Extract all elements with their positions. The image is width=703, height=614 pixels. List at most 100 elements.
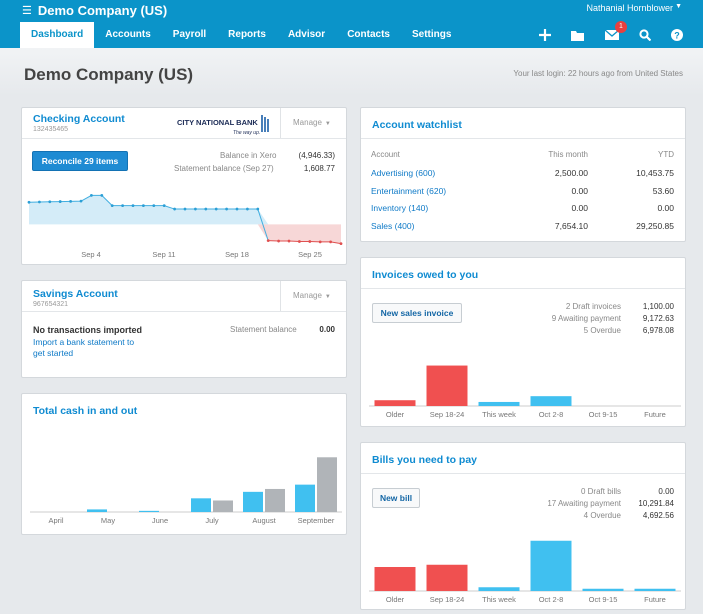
app-title: Demo Company (US): [37, 2, 168, 18]
org-switcher[interactable]: ☰ Demo Company (US): [22, 0, 167, 20]
watchlist-row-link[interactable]: Inventory (140): [371, 203, 429, 213]
chart-bar: [243, 491, 263, 512]
balance-point: [100, 193, 104, 197]
x-tick-label: This week: [482, 410, 516, 419]
watchlist-month-value: 2,500.00: [554, 168, 588, 178]
x-tick-label: Sep 18-24: [430, 595, 465, 604]
cash-in-out-chart: April May June July August September: [30, 457, 342, 525]
user-menu[interactable]: Nathanial Hornblower ▼: [586, 3, 682, 13]
chart-bar: [582, 588, 624, 591]
reconcile-button[interactable]: Reconcile 29 items: [32, 151, 128, 171]
caret-down-icon: ▼: [324, 121, 331, 127]
watchlist-row-link[interactable]: Sales (400): [371, 221, 415, 231]
invoices-title[interactable]: Invoices owed to you: [372, 269, 479, 281]
statement-balance-label: Statement balance: [230, 325, 297, 334]
chart-bar: [530, 396, 572, 406]
nav-payroll[interactable]: Payroll: [172, 29, 207, 40]
x-tick-label: Sep 11: [152, 250, 176, 259]
chart-bar: [478, 401, 520, 406]
watchlist-month-value: 0.00: [571, 203, 588, 213]
folder-icon[interactable]: [571, 30, 585, 41]
page-title: Demo Company (US): [24, 65, 194, 84]
notification-badge: 1: [615, 21, 627, 33]
page-header: Demo Company (US) Your last login: 22 ho…: [0, 48, 703, 96]
balance-point: [162, 204, 166, 208]
account-number: 967654321: [33, 301, 69, 308]
negative-balance-area: [257, 224, 341, 244]
new-sales-invoice-button[interactable]: New sales invoice: [372, 303, 462, 323]
x-tick-label: Older: [386, 410, 405, 419]
balance-point: [48, 200, 52, 204]
nav-advisor[interactable]: Advisor: [287, 29, 326, 40]
chart-bar: [191, 498, 211, 512]
x-tick-label: April: [48, 516, 63, 525]
manage-dropdown[interactable]: Manage ▼: [280, 281, 346, 311]
menu-icon[interactable]: ☰: [22, 4, 32, 17]
balance-point: [246, 207, 249, 211]
bill-stat-label: 17 Awaiting payment: [547, 499, 621, 508]
add-icon[interactable]: [539, 29, 551, 41]
bill-stat-label: 4 Overdue: [583, 511, 621, 520]
checking-account-panel: Checking Account 132435465 CITY NATIONAL…: [21, 107, 347, 265]
chart-bar: [317, 457, 337, 512]
top-bar: ☰ Demo Company (US) Nathanial Hornblower…: [0, 0, 703, 48]
total-cash-title: Total cash in and out: [33, 405, 138, 417]
col-header-this-month: This month: [548, 150, 588, 159]
watchlist-row-link[interactable]: Entertainment (620): [371, 186, 447, 196]
bills-title[interactable]: Bills you need to pay: [372, 454, 478, 466]
mail-icon[interactable]: 1: [605, 21, 627, 40]
balance-point: [173, 207, 177, 211]
watchlist-month-value: 0.00: [571, 186, 588, 196]
divider: [22, 311, 346, 312]
balance-point: [277, 239, 280, 243]
x-tick-label: Sep 18-24: [430, 410, 465, 419]
balance-point: [339, 242, 343, 245]
checking-account-title[interactable]: Checking Account: [33, 113, 125, 125]
last-login: Your last login: 22 hours ago from Unite…: [513, 69, 683, 78]
chart-bar: [374, 567, 416, 591]
nav-dashboard[interactable]: Dashboard: [20, 22, 95, 48]
search-icon[interactable]: [639, 29, 651, 41]
divider: [22, 138, 346, 139]
bill-stat-label: 0 Draft bills: [580, 487, 621, 496]
balance-point: [235, 207, 239, 211]
watchlist-row-link[interactable]: Advertising (600): [371, 168, 436, 178]
watchlist-month-value: 7,654.10: [554, 221, 588, 231]
bank-tagline: The way up.: [233, 130, 260, 136]
nav-reports[interactable]: Reports: [228, 29, 266, 40]
balance-point: [58, 200, 62, 203]
nav-accounts[interactable]: Accounts: [105, 29, 151, 40]
nav-contacts[interactable]: Contacts: [347, 29, 390, 40]
x-tick-label: May: [101, 516, 115, 525]
caret-down-icon: ▼: [324, 294, 331, 300]
watchlist-ytd-value: 10,453.75: [636, 168, 674, 178]
import-statement-link-2[interactable]: get started: [33, 348, 74, 358]
invoice-stat-label: 9 Awaiting payment: [551, 314, 621, 323]
new-bill-button[interactable]: New bill: [372, 488, 420, 508]
balance-point: [204, 207, 208, 211]
help-icon[interactable]: ?: [671, 29, 683, 41]
balance-point: [329, 240, 332, 244]
balance-point: [194, 207, 197, 211]
savings-account-title[interactable]: Savings Account: [33, 288, 118, 300]
checking-balance-chart: [27, 193, 343, 245]
x-tick-label: June: [152, 516, 168, 525]
statement-balance-value: 0.00: [319, 325, 335, 334]
nav-settings[interactable]: Settings: [411, 29, 452, 40]
positive-balance-area: [29, 195, 269, 225]
chart-bar: [374, 400, 416, 406]
balance-point: [225, 207, 229, 211]
chart-bar: [530, 540, 572, 591]
bill-stat-value: 0.00: [658, 487, 674, 496]
x-tick-label: July: [205, 516, 219, 525]
chart-bar: [87, 509, 107, 512]
chart-bar: [426, 365, 468, 406]
manage-dropdown[interactable]: Manage ▼: [280, 108, 346, 138]
balance-point: [69, 199, 72, 203]
import-statement-link[interactable]: Import a bank statement to: [33, 337, 135, 347]
x-tick-label: Oct 9-15: [589, 410, 618, 419]
bills-panel: Bills you need to pay New bill 0 Draft b…: [360, 442, 686, 610]
main-nav: Dashboard Accounts Payroll Reports Advis…: [20, 22, 462, 48]
watchlist-ytd-value: 53.60: [652, 186, 674, 196]
balance-point: [152, 204, 156, 208]
